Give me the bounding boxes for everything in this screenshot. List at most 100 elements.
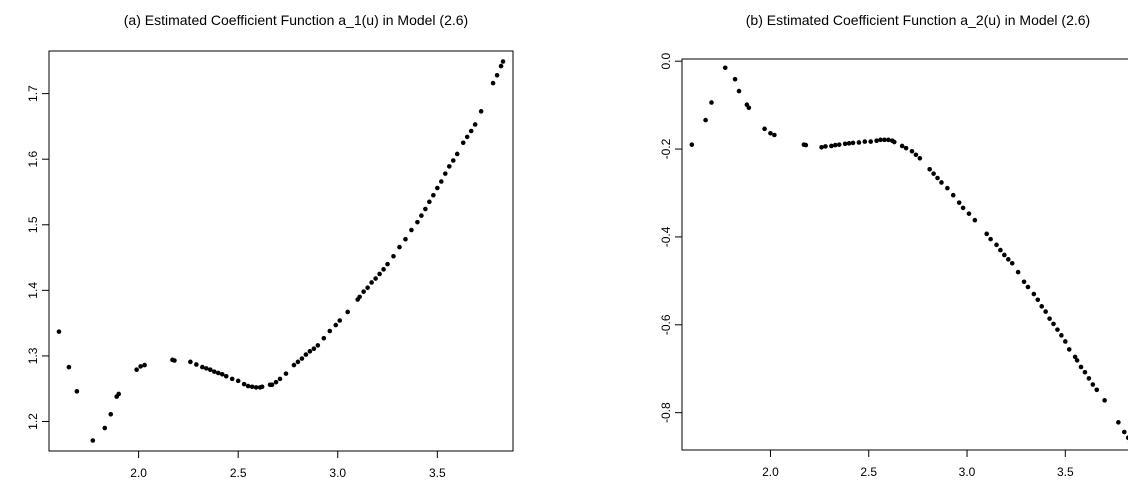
data-point — [245, 383, 251, 389]
data-point — [988, 236, 993, 242]
data-point — [468, 128, 474, 134]
data-point — [142, 362, 147, 368]
data-point — [868, 139, 874, 144]
data-point — [1039, 304, 1045, 309]
data-point — [259, 384, 265, 390]
data-point — [90, 438, 96, 443]
data-point — [391, 253, 396, 259]
data-point — [361, 289, 366, 294]
data-point — [223, 373, 229, 379]
data-point — [862, 139, 868, 144]
data-point — [446, 164, 452, 169]
data-point — [311, 346, 317, 352]
data-point — [307, 349, 313, 354]
data-point — [1082, 369, 1088, 375]
y-tick-label: 1.2 — [26, 413, 40, 430]
data-point — [878, 137, 883, 143]
data-point — [365, 285, 370, 291]
y-tick-label: -0.8 — [659, 402, 673, 423]
data-point — [333, 322, 339, 328]
data-point — [1094, 387, 1100, 393]
data-point — [74, 389, 80, 394]
data-point — [772, 132, 777, 138]
y-tick-label: -0.2 — [659, 138, 673, 159]
data-point — [498, 63, 504, 69]
data-point — [939, 180, 944, 185]
data-point — [1043, 309, 1048, 314]
x-tick-label: 3.5 — [1057, 465, 1074, 479]
data-point — [134, 367, 139, 372]
data-point — [1116, 420, 1121, 425]
data-point — [842, 141, 848, 147]
data-point — [277, 376, 283, 382]
data-point — [856, 140, 862, 145]
data-point — [403, 236, 408, 242]
y-tick-label: 1.5 — [26, 216, 40, 233]
data-point — [219, 371, 225, 377]
data-point — [423, 206, 428, 212]
data-point — [850, 140, 856, 146]
y-tick-label: 1.7 — [26, 85, 40, 102]
x-tick-label: 2.5 — [230, 466, 247, 480]
data-point — [1059, 333, 1064, 338]
data-point — [454, 151, 460, 157]
y-tick-label: 1.4 — [26, 282, 40, 299]
data-point — [823, 144, 828, 149]
data-point — [439, 179, 444, 184]
x-tick-label: 2.5 — [860, 465, 877, 479]
data-point — [768, 130, 773, 136]
data-point — [1066, 347, 1072, 352]
data-point — [1055, 327, 1060, 332]
data-point — [709, 100, 714, 105]
data-point — [500, 59, 506, 64]
data-point — [295, 359, 301, 365]
data-point — [703, 117, 708, 123]
data-point — [1035, 297, 1041, 303]
data-point — [194, 362, 199, 367]
data-point — [1072, 354, 1078, 360]
data-point — [478, 109, 484, 114]
data-point — [211, 369, 217, 374]
y-tick-label: 1.3 — [26, 347, 40, 364]
data-point — [357, 294, 362, 300]
y-tick-label: 1.6 — [26, 151, 40, 168]
data-point — [1021, 279, 1027, 285]
data-point — [291, 362, 297, 368]
data-point — [1047, 316, 1052, 321]
data-point — [819, 145, 824, 150]
data-point — [460, 140, 466, 146]
panel-a-chart: (a) Estimated Coefficient Function a_1(u… — [26, 12, 514, 480]
data-point — [315, 343, 321, 348]
data-point — [269, 382, 275, 388]
data-point — [490, 80, 496, 86]
data-point — [373, 276, 378, 281]
data-point — [172, 358, 177, 363]
data-point — [909, 148, 915, 154]
data-point — [299, 356, 305, 361]
data-point — [253, 385, 259, 390]
data-point — [836, 142, 842, 147]
data-point — [972, 217, 978, 223]
data-point — [903, 145, 909, 151]
data-point — [321, 335, 327, 341]
data-point — [960, 205, 966, 211]
data-point — [381, 267, 386, 272]
data-point — [899, 143, 905, 149]
data-point — [846, 141, 852, 146]
data-point — [732, 76, 738, 82]
data-point — [935, 175, 940, 181]
data-point — [385, 261, 390, 267]
data-point — [450, 158, 456, 163]
data-point — [215, 370, 221, 376]
data-point — [494, 72, 500, 78]
data-point — [833, 142, 838, 148]
data-point — [1025, 284, 1031, 290]
data-point — [1125, 435, 1128, 440]
data-point — [369, 280, 374, 285]
data-point — [945, 185, 950, 191]
data-point — [1121, 429, 1127, 435]
data-point — [235, 378, 241, 384]
y-tick-label: 0.0 — [659, 53, 673, 70]
data-point — [1078, 364, 1084, 370]
data-point — [1009, 260, 1015, 266]
